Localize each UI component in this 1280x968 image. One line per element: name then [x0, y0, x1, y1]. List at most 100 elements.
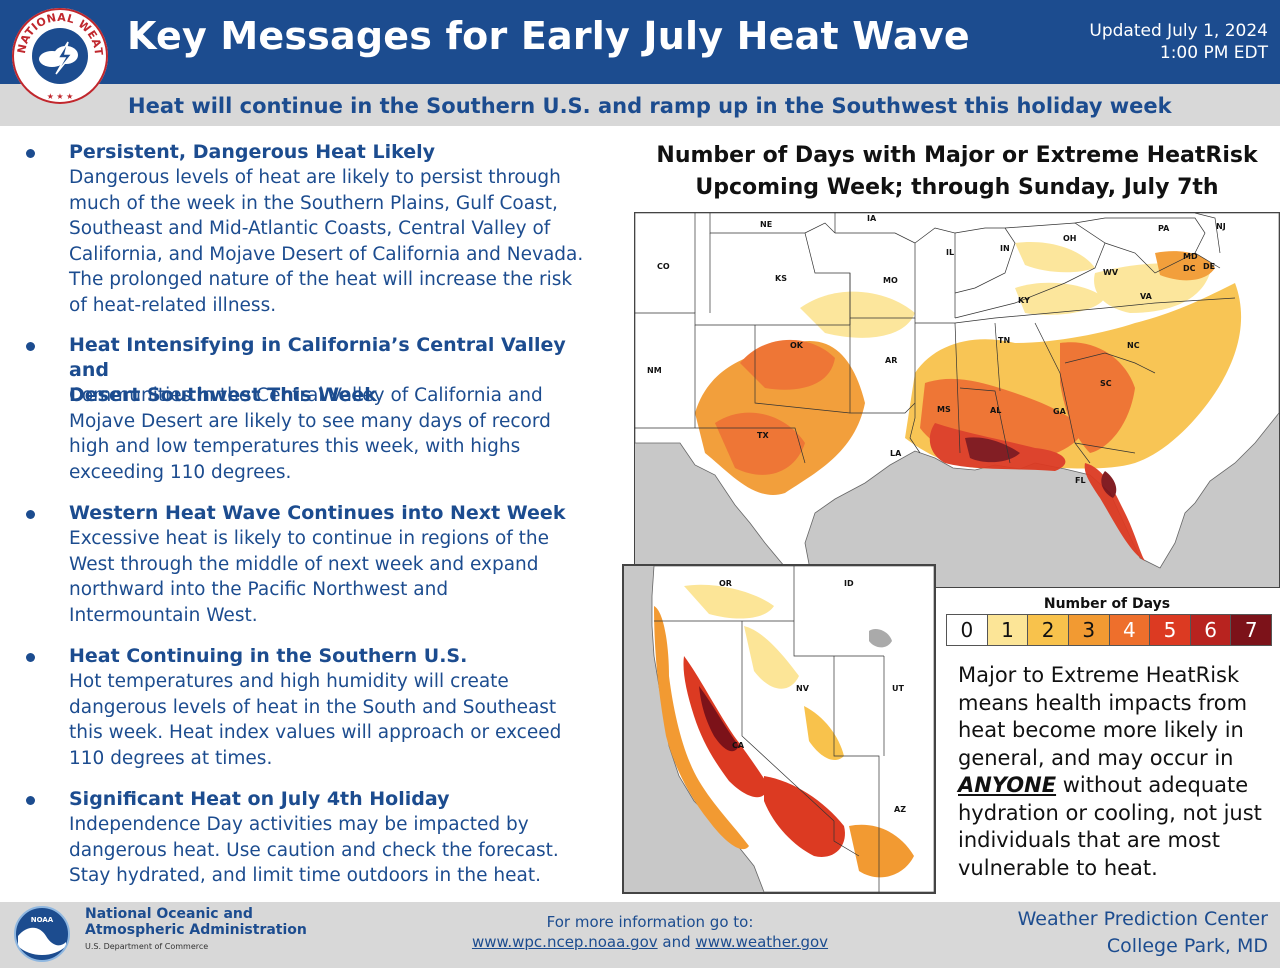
west-state-labels: OR ID NV UT CA AZ	[719, 579, 906, 814]
state-label: MO	[883, 276, 898, 285]
bullet-icon	[26, 342, 35, 351]
body-line: exceeding 110 degrees.	[69, 461, 292, 483]
body-line: dangerous levels of heat in the South an…	[69, 696, 557, 718]
state-label: LA	[890, 449, 902, 458]
wpc-link[interactable]: www.wpc.ncep.noaa.gov	[471, 933, 658, 951]
noaa-name-line: Atmospheric Administration	[85, 922, 307, 938]
note-text: without adequate hydration or cooling, n…	[958, 773, 1262, 880]
state-label: TX	[757, 431, 769, 440]
legend-title: Number of Days	[1043, 596, 1171, 612]
map-title: Number of Days with Major or Extreme Hea…	[632, 140, 1280, 204]
state-label: CA	[732, 741, 745, 750]
state-label: SC	[1100, 379, 1112, 388]
noaa-name-line: National Oceanic and	[85, 906, 253, 922]
message-heading: Western Heat Wave Continues into Next We…	[69, 502, 566, 524]
legend-swatch-7: 7	[1231, 615, 1271, 645]
legend-swatch-4: 4	[1109, 615, 1151, 645]
subtitle-bar: Heat will continue in the Southern U.S. …	[0, 84, 1280, 126]
state-label: CO	[657, 262, 670, 271]
note-emphasis: ANYONE	[958, 773, 1057, 797]
state-label: WV	[1103, 268, 1119, 277]
state-borders	[635, 213, 1236, 464]
body-line: northward into the Pacific Northwest and	[69, 579, 449, 600]
state-labels: NE IA CO KS MO IL IN OH PA NJ MD DC DE W…	[647, 214, 1226, 485]
message-heading: Heat Continuing in the Southern U.S.	[69, 645, 468, 667]
wpc-location: College Park, MD	[1106, 935, 1268, 957]
state-label: FL	[1075, 476, 1086, 485]
state-label: ID	[844, 579, 854, 588]
legend-swatch-2: 2	[1028, 615, 1069, 645]
state-label: IA	[867, 214, 877, 223]
west-heat-overlay	[654, 584, 914, 878]
key-messages: Persistent, Dangerous Heat Likely Danger…	[0, 126, 612, 902]
state-label: NC	[1127, 341, 1140, 350]
state-label: TN	[998, 336, 1010, 345]
bullet-icon	[26, 149, 35, 158]
wpc-credit: Weather Prediction Center College Park, …	[1018, 906, 1268, 960]
message-body: Communities in the Central Valley of Cal…	[69, 383, 609, 485]
body-line: Excessive heat is likely to continue in …	[69, 528, 550, 549]
updated-timestamp: Updated July 1, 2024 1:00 PM EDT	[1089, 20, 1268, 64]
page-subtitle: Heat will continue in the Southern U.S. …	[128, 94, 1172, 118]
header-bar: Key Messages for Early July Heat Wave Up…	[0, 0, 1280, 84]
state-label: NM	[647, 366, 662, 375]
noaa-department: U.S. Department of Commerce	[85, 942, 209, 951]
link-conjunction: and	[662, 933, 691, 951]
noaa-logo-text: NOAA	[31, 916, 54, 924]
body-line: Southeast and Mid-Atlantic Coasts, Centr…	[69, 218, 551, 239]
state-label: PA	[1158, 224, 1170, 233]
body-line: Hot temperatures and high humidity will …	[69, 671, 509, 692]
more-info-label: For more information go to:	[546, 913, 754, 931]
message-heading: Significant Heat on July 4th Holiday	[69, 788, 450, 810]
great-salt-lake	[869, 629, 892, 648]
body-line: high and low temperatures this week, wit…	[69, 436, 521, 457]
state-label: MS	[937, 405, 951, 414]
state-label: AR	[885, 356, 897, 365]
svg-text:★ ★ ★: ★ ★ ★	[47, 92, 74, 101]
bullet-icon	[26, 653, 35, 662]
map-title-line: Number of Days with Major or Extreme Hea…	[656, 143, 1258, 168]
body-line: Stay hydrated, and limit time outdoors i…	[69, 865, 541, 886]
body-line: 110 degrees at times.	[69, 747, 273, 769]
body-line: Intermountain West.	[69, 604, 258, 626]
wpc-name: Weather Prediction Center	[1017, 908, 1268, 930]
legend-swatch-5: 5	[1150, 615, 1191, 645]
message-body: Excessive heat is likely to continue in …	[69, 526, 609, 628]
updated-date: Updated July 1, 2024	[1089, 21, 1268, 41]
legend-swatch-0: 0	[947, 615, 988, 645]
state-label: GA	[1053, 407, 1067, 416]
legend-swatch-3: 3	[1068, 615, 1110, 645]
body-line: dangerous heat. Use caution and check th…	[69, 839, 559, 861]
page-title: Key Messages for Early July Heat Wave	[127, 14, 970, 58]
state-label: OK	[790, 341, 804, 350]
legend-swatch-6: 6	[1190, 615, 1232, 645]
body-line: The prolonged nature of the heat will in…	[69, 269, 573, 290]
state-label: NJ	[1216, 222, 1226, 231]
state-label: IL	[946, 248, 954, 257]
message-body: Hot temperatures and high humidity will …	[69, 669, 609, 771]
map-title-line: Upcoming Week; through Sunday, July 7th	[695, 175, 1219, 200]
body-line: Dangerous levels of heat are likely to p…	[69, 167, 561, 188]
south-east-heatrisk-map: NE IA CO KS MO IL IN OH PA NJ MD DC DE W…	[634, 212, 1280, 588]
body-line: of heat-related illness.	[69, 294, 277, 316]
body-line: much of the week in the Southern Plains,…	[69, 192, 558, 214]
state-label: AZ	[894, 805, 906, 814]
weather-gov-link[interactable]: www.weather.gov	[695, 933, 829, 951]
state-label: IN	[1000, 244, 1010, 253]
more-info: For more information go to: www.wpc.ncep…	[450, 912, 850, 952]
body-line: Independence Day activities may be impac…	[69, 814, 529, 835]
message-body: Dangerous levels of heat are likely to p…	[69, 165, 609, 318]
heading-line: Desert Southwest This Week	[69, 384, 377, 406]
bullet-icon	[26, 510, 35, 519]
state-label: DE	[1203, 262, 1215, 271]
more-info-links: www.wpc.ncep.noaa.gov and www.weather.go…	[450, 932, 850, 952]
west-land-area	[651, 566, 934, 892]
state-label: VA	[1140, 292, 1153, 301]
state-label: KS	[775, 274, 787, 283]
body-line: California, and Mojave Desert of Califor…	[69, 243, 584, 265]
state-label: UT	[892, 684, 904, 693]
noaa-name: National Oceanic and Atmospheric Adminis…	[85, 906, 307, 938]
state-label: DC	[1183, 264, 1196, 273]
west-heatrisk-map: OR ID NV UT CA AZ	[622, 564, 936, 894]
body-line: West through the middle of next week and…	[69, 553, 539, 575]
